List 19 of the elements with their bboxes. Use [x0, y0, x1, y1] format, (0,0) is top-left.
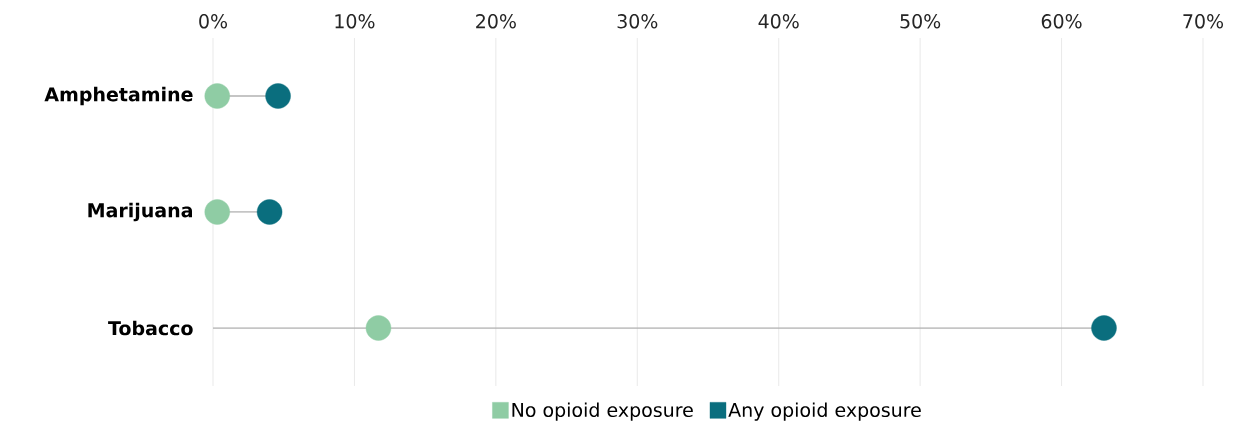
x-tick-label: 30%: [617, 14, 658, 29]
legend-label: No opioid exposure: [512, 402, 693, 421]
x-tick-label: 0%: [199, 14, 228, 29]
point: [256, 199, 283, 225]
x-tick-label: 10%: [335, 14, 375, 29]
point: [1091, 315, 1117, 341]
y-tick-label: Amphetamine: [44, 86, 193, 106]
x-tick-label: 60%: [1041, 14, 1082, 29]
y-tick-label: Marijuana: [88, 202, 192, 222]
point: [204, 83, 230, 109]
point: [265, 83, 291, 109]
x-tick-label: 40%: [758, 14, 799, 29]
x-tick-label: 50%: [900, 14, 941, 29]
legend-label: Any opioid exposure: [728, 402, 921, 421]
y-tick-label: Tobacco: [108, 320, 193, 336]
point: [365, 315, 392, 341]
x-tick-label: 20%: [476, 14, 516, 29]
point: [204, 199, 230, 225]
x-tick-label: 70%: [1183, 14, 1224, 29]
